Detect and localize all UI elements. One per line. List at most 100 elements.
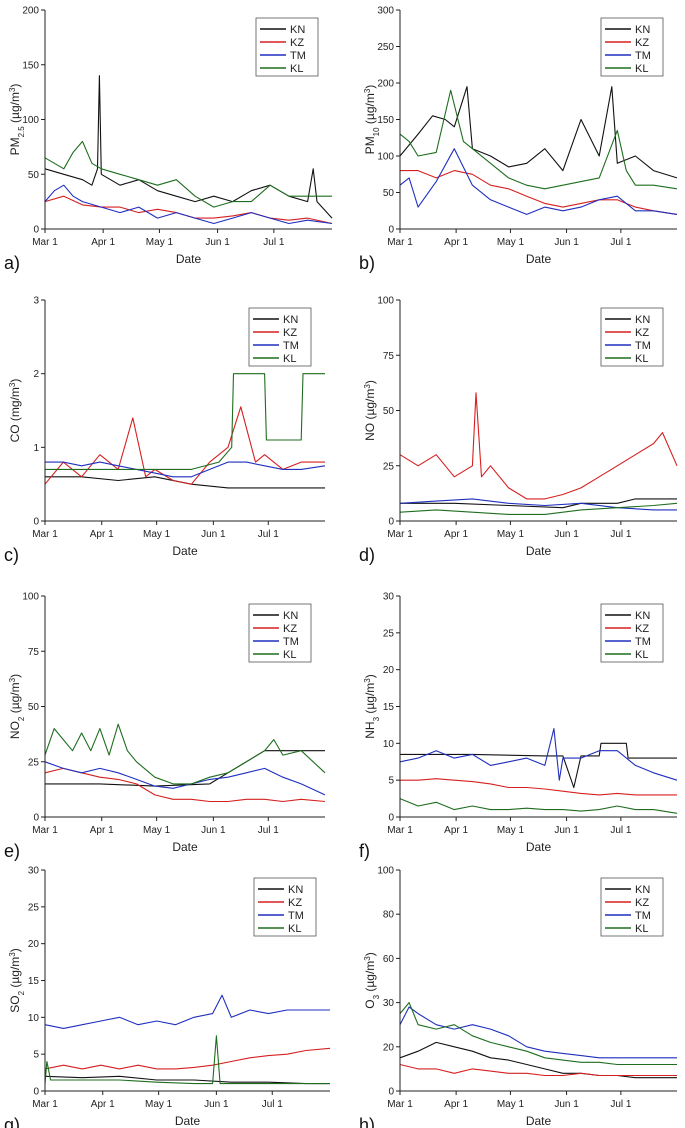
- y-tick-label: 0: [33, 225, 39, 236]
- series-line-kl: [399, 798, 678, 814]
- legend-label-kl: KL: [288, 923, 301, 935]
- series-line-kz: [399, 1063, 677, 1077]
- series-line-kn: [45, 750, 325, 787]
- panel-label: b): [359, 253, 375, 273]
- x-tick-label: Mar 1: [32, 1099, 58, 1110]
- x-tick-label: May 1: [146, 237, 174, 248]
- legend-box: [255, 17, 319, 77]
- y-tick-label: 25: [383, 628, 395, 639]
- x-axis-title: Date: [176, 252, 202, 266]
- legend-label-kl: KL: [283, 353, 296, 365]
- x-tick-label: Apr 1: [90, 529, 114, 540]
- x-tick-label: Jul 1: [263, 237, 285, 248]
- legend-box: [600, 307, 664, 367]
- legend-box: [600, 877, 664, 937]
- y-tick-label: 0: [388, 225, 394, 236]
- y-tick-label: 100: [22, 592, 39, 603]
- y-tick-label: 50: [28, 170, 40, 181]
- series-line-kn: [400, 742, 677, 789]
- x-axis-title: Date: [526, 840, 552, 854]
- panel-label: g): [4, 1115, 20, 1128]
- legend-label-tm: TM: [283, 636, 299, 648]
- legend-box: [600, 17, 664, 77]
- x-tick-label: Jun 1: [554, 825, 579, 836]
- chart-panel-2: 0 50 100 150 200 250 300 Mar 1 Apr 1 May 1 Jun 1 Ju…: [359, 6, 678, 273]
- series-line-tm: [44, 994, 330, 1029]
- legend-label-kl: KL: [635, 649, 648, 661]
- series-line-kl: [44, 140, 332, 208]
- panel-label: h): [359, 1115, 375, 1128]
- x-tick-label: Apr 1: [91, 237, 115, 248]
- x-axis-title: Date: [172, 840, 198, 854]
- x-axis-title: Date: [172, 544, 198, 558]
- y-axis-title: NO2 (µg/m3): [8, 674, 26, 739]
- y-tick-label: 50: [383, 406, 395, 417]
- y-axis-title: CO (mg/m3): [8, 379, 23, 443]
- legend-label-kz: KZ: [288, 897, 302, 909]
- x-tick-label: Mar 1: [387, 529, 413, 540]
- y-tick-label: 75: [383, 351, 395, 362]
- y-tick-label: 10: [383, 739, 395, 750]
- x-tick-label: Jul 1: [262, 1099, 284, 1110]
- series-line-kz: [44, 1047, 331, 1070]
- series-line-kn: [399, 86, 678, 179]
- series-line-kl: [45, 373, 325, 470]
- y-tick-label: 15: [28, 976, 40, 987]
- x-tick-label: May 1: [497, 825, 525, 836]
- y-tick-label: 0: [33, 1087, 39, 1098]
- series-line-tm: [44, 184, 333, 225]
- series-line-kn: [44, 75, 333, 219]
- legend-label-kl: KL: [635, 923, 648, 935]
- x-tick-label: May 1: [143, 529, 171, 540]
- legend-label-tm: TM: [283, 340, 299, 352]
- legend-label-kz: KZ: [635, 327, 649, 339]
- legend-label-tm: TM: [290, 50, 306, 62]
- series-line-kn: [400, 498, 677, 509]
- y-tick-label: 5: [33, 1050, 39, 1061]
- y-axis-title: SO2 (µg/m3): [8, 948, 26, 1013]
- panel-label: c): [4, 545, 19, 565]
- x-tick-label: Apr 1: [90, 825, 114, 836]
- chart-panel-4: 0 25 50 75 100 Mar 1 Apr 1 May 1 Jun 1 Jul 1 Date N…: [359, 296, 678, 565]
- legend-box: [248, 307, 312, 367]
- series-line-kz: [400, 170, 678, 215]
- y-tick-label: 50: [28, 702, 40, 713]
- legend-label-kn: KN: [635, 884, 650, 896]
- x-tick-label: Jun 1: [204, 1099, 229, 1110]
- y-tick-label: 15: [383, 702, 395, 713]
- panel-label: d): [359, 545, 375, 565]
- y-tick-label: 10: [28, 1013, 40, 1024]
- x-tick-label: Jul 1: [610, 1099, 632, 1110]
- chart-panel-7: 0 5 10 15 20 25 30 Mar 1 Apr 1 May 1 Jun 1 Jul 1 Dat…: [4, 866, 331, 1128]
- y-axis-title: NH3 (µg/m3): [363, 674, 381, 739]
- x-tick-label: Jun 1: [554, 1099, 579, 1110]
- x-tick-label: Jun 1: [554, 237, 579, 248]
- x-tick-label: Mar 1: [32, 529, 58, 540]
- chart-panel-3: 0 1 2 3 Mar 1 Apr 1 May 1 Jun 1 Jul 1 Date CO (mg/…: [4, 296, 326, 565]
- x-tick-label: Jul 1: [610, 529, 632, 540]
- x-tick-label: Mar 1: [387, 825, 413, 836]
- legend-label-kz: KZ: [283, 623, 297, 635]
- y-tick-label: 200: [22, 6, 39, 17]
- y-tick-label: 30: [383, 592, 395, 603]
- y-axis-title: PM10 (µg/m3): [363, 85, 381, 155]
- x-tick-label: May 1: [497, 1099, 525, 1110]
- y-axis-title: NO (µg/m3): [363, 380, 378, 441]
- y-tick-label: 100: [377, 866, 394, 877]
- y-tick-label: 0: [388, 813, 394, 824]
- x-tick-label: Mar 1: [387, 237, 413, 248]
- legend-label-kn: KN: [635, 314, 650, 326]
- y-tick-label: 25: [28, 757, 40, 768]
- y-tick-label: 5: [388, 776, 394, 787]
- series-line-kl: [399, 502, 678, 515]
- series-line-kz: [44, 767, 326, 803]
- series-line-tm: [45, 461, 326, 478]
- legend-label-kz: KZ: [290, 37, 304, 49]
- series-line-kn: [399, 1041, 677, 1079]
- y-tick-label: 0: [33, 517, 39, 528]
- legend-label-kn: KN: [290, 24, 305, 36]
- x-tick-label: Jun 1: [201, 825, 226, 836]
- panel-label: f): [359, 841, 370, 861]
- x-axis-title: Date: [526, 544, 552, 558]
- x-axis-title: Date: [175, 1114, 201, 1128]
